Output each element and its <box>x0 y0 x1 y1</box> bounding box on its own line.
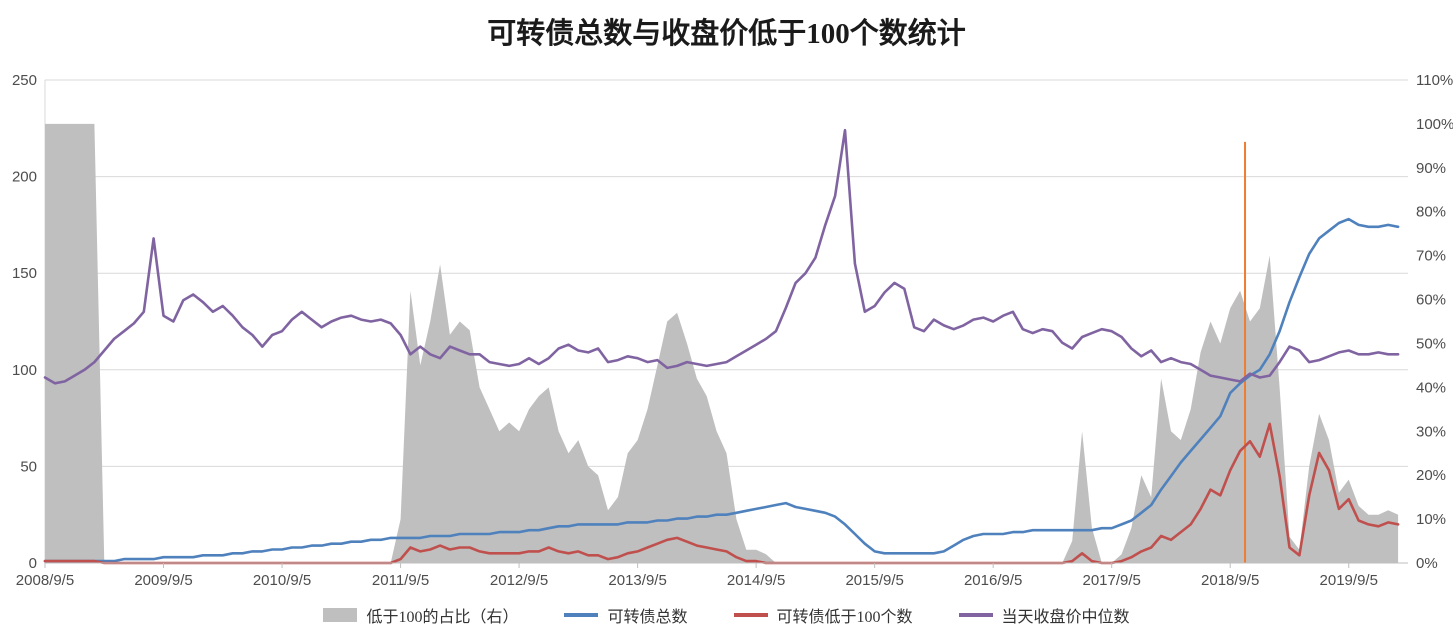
svg-text:20%: 20% <box>1416 467 1446 484</box>
svg-text:70%: 70% <box>1416 248 1446 265</box>
svg-text:2019/9/5: 2019/9/5 <box>1320 572 1378 589</box>
svg-text:100: 100 <box>12 362 37 379</box>
svg-text:2014/9/5: 2014/9/5 <box>727 572 785 589</box>
svg-text:2008/9/5: 2008/9/5 <box>16 572 74 589</box>
chart-title: 可转债总数与收盘价低于100个数统计 <box>487 18 966 50</box>
svg-text:60%: 60% <box>1416 292 1446 309</box>
svg-text:2018/9/5: 2018/9/5 <box>1201 572 1259 589</box>
svg-text:2015/9/5: 2015/9/5 <box>845 572 903 589</box>
legend-item-below-100-count: 可转债低于100个数 <box>733 603 913 627</box>
legend-label: 可转债低于100个数 <box>776 609 913 626</box>
legend-label: 当天收盘价中位数 <box>1001 609 1130 626</box>
svg-text:2013/9/5: 2013/9/5 <box>608 572 666 589</box>
legend-item-ratio-below-100: 低于100的占比（右） <box>323 603 518 627</box>
legend: 低于100的占比（右） 可转债总数 可转债低于100个数 当天收盘价中位数 <box>0 603 1453 627</box>
line-series-swatch-red <box>733 613 768 617</box>
svg-text:110%: 110% <box>1416 72 1453 89</box>
svg-text:2016/9/5: 2016/9/5 <box>964 572 1022 589</box>
legend-item-median-close: 当天收盘价中位数 <box>958 603 1130 627</box>
legend-item-total-convertibles: 可转债总数 <box>564 603 688 627</box>
svg-text:2012/9/5: 2012/9/5 <box>490 572 548 589</box>
svg-text:0%: 0% <box>1416 555 1438 572</box>
legend-label: 低于100的占比（右） <box>366 609 519 626</box>
svg-text:2010/9/5: 2010/9/5 <box>253 572 311 589</box>
svg-text:2017/9/5: 2017/9/5 <box>1083 572 1141 589</box>
area-series-swatch <box>323 608 358 622</box>
svg-text:200: 200 <box>12 169 37 186</box>
line-series-swatch-blue <box>564 613 599 617</box>
svg-text:50%: 50% <box>1416 335 1446 352</box>
svg-text:150: 150 <box>12 265 37 282</box>
svg-text:50: 50 <box>20 458 37 475</box>
line-series-swatch-purple <box>958 613 993 617</box>
legend-label: 可转债总数 <box>607 609 688 626</box>
svg-text:30%: 30% <box>1416 423 1446 440</box>
svg-text:0: 0 <box>29 555 37 572</box>
svg-text:2011/9/5: 2011/9/5 <box>372 572 429 589</box>
svg-text:80%: 80% <box>1416 204 1446 221</box>
svg-text:40%: 40% <box>1416 379 1446 396</box>
svg-text:10%: 10% <box>1416 511 1446 528</box>
svg-text:250: 250 <box>12 72 37 89</box>
svg-text:100%: 100% <box>1416 116 1453 133</box>
svg-text:2009/9/5: 2009/9/5 <box>134 572 192 589</box>
svg-text:90%: 90% <box>1416 160 1446 177</box>
